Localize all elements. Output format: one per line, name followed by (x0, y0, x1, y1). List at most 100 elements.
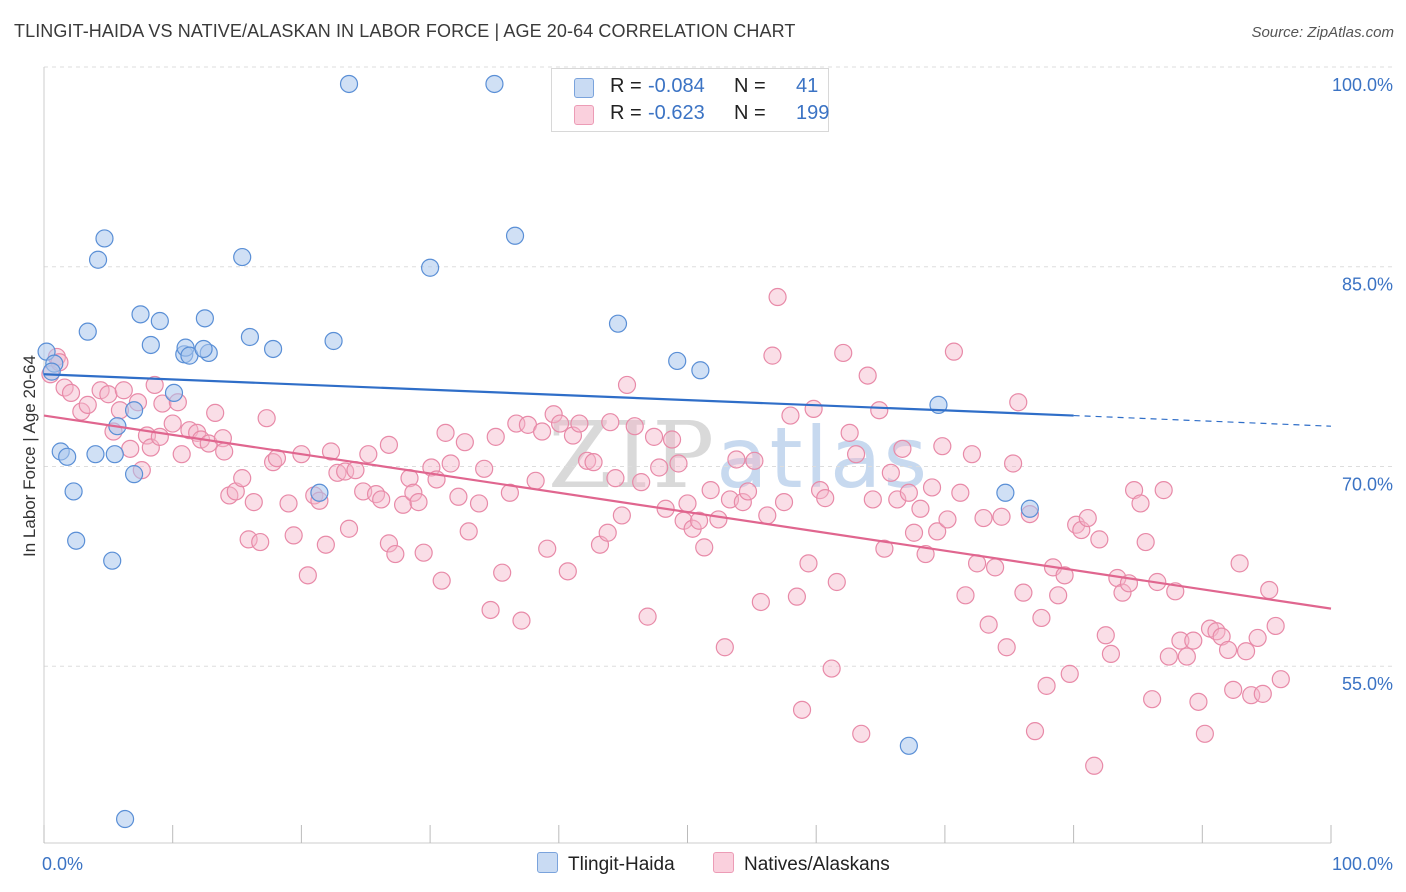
data-point-natives-alaskans (916, 544, 935, 564)
data-point-natives-alaskans (1078, 508, 1097, 528)
data-point-natives-alaskans (738, 482, 758, 501)
data-point-natives-alaskans (804, 399, 823, 418)
data-point-natives-alaskans (751, 592, 770, 612)
data-point-natives-alaskans (500, 483, 519, 502)
data-point-natives-alaskans (163, 414, 182, 433)
data-point-natives-alaskans (1025, 722, 1045, 741)
data-point-natives-alaskans (816, 489, 835, 508)
y-tick-label: 70.0% (1342, 474, 1393, 494)
data-point-natives-alaskans (321, 442, 341, 461)
data-point-tlingit-haida (339, 74, 359, 94)
data-point-natives-alaskans (251, 532, 270, 552)
data-point-natives-alaskans (956, 586, 975, 605)
data-point-natives-alaskans (1171, 631, 1190, 650)
data-point-natives-alaskans (441, 454, 460, 473)
data-point-natives-alaskans (678, 494, 697, 513)
data-point-natives-alaskans (584, 453, 603, 472)
data-point-natives-alaskans (787, 587, 806, 606)
data-point-natives-alaskans (727, 450, 746, 469)
data-point-natives-alaskans (758, 506, 777, 525)
data-point-natives-alaskans (1266, 616, 1285, 636)
data-point-natives-alaskans (911, 499, 930, 518)
data-point-natives-alaskans (715, 638, 734, 657)
data-point-natives-alaskans (172, 445, 191, 464)
data-point-natives-alaskans (379, 534, 399, 553)
data-point-natives-alaskans (538, 539, 557, 558)
data-point-natives-alaskans (598, 523, 617, 542)
data-point-tlingit-haida (164, 383, 184, 403)
data-point-natives-alaskans (239, 530, 258, 549)
data-point-natives-alaskans (512, 611, 531, 630)
data-point-natives-alaskans (1101, 644, 1121, 664)
data-point-natives-alaskans (617, 375, 637, 395)
bottom-legend-label: Tlingit-Haida (568, 854, 675, 875)
data-point-natives-alaskans (1224, 680, 1243, 699)
data-point-tlingit-haida (310, 483, 329, 502)
data-point-tlingit-haida (608, 314, 628, 333)
data-point-natives-alaskans (298, 566, 317, 585)
y-tick-label: 55.0% (1342, 674, 1393, 694)
y-tick-label: 85.0% (1342, 275, 1393, 295)
data-point-natives-alaskans (650, 458, 669, 477)
data-point-natives-alaskans (858, 366, 877, 385)
data-point-natives-alaskans (393, 495, 413, 514)
data-point-natives-alaskans (944, 342, 964, 361)
grid-lines (44, 66, 1394, 667)
data-point-natives-alaskans (1090, 530, 1109, 549)
data-point-tlingit-haida (421, 258, 440, 277)
data-point-natives-alaskans (379, 435, 399, 454)
data-point-tlingit-haida (95, 229, 114, 248)
data-point-tlingit-haida (58, 447, 77, 466)
data-point-natives-alaskans (881, 463, 900, 482)
data-point-natives-alaskans (644, 427, 664, 446)
data-point-natives-alaskans (1248, 628, 1267, 648)
data-point-tlingit-haida (78, 322, 97, 341)
data-point-tlingit-haida (505, 226, 525, 245)
legend-swatch-pink (574, 105, 594, 125)
data-point-tlingit-haida (691, 361, 710, 380)
data-point-natives-alaskans (822, 659, 841, 678)
data-point-natives-alaskans (570, 414, 589, 433)
legend-r-label: R = (610, 75, 642, 97)
data-point-natives-alaskans (1136, 532, 1155, 552)
bottom-legend-tlingit-haida: Tlingit-Haida (537, 852, 675, 876)
data-point-natives-alaskans (875, 539, 894, 558)
data-point-natives-alaskans (532, 422, 552, 441)
data-point-natives-alaskans (695, 538, 714, 557)
data-point-natives-alaskans (1113, 583, 1132, 602)
data-point-natives-alaskans (709, 510, 728, 529)
data-point-natives-alaskans (893, 439, 912, 458)
data-point-natives-alaskans (928, 522, 947, 541)
data-point-natives-alaskans (1218, 640, 1238, 660)
data-point-natives-alaskans (774, 493, 794, 512)
data-point-tlingit-haida (324, 331, 343, 351)
data-point-natives-alaskans (493, 563, 512, 582)
data-point-natives-alaskans (206, 403, 225, 422)
data-point-tlingit-haida (195, 309, 214, 328)
data-point-natives-alaskans (745, 451, 764, 470)
data-point-tlingit-haida (141, 335, 160, 355)
trend-lines (43, 373, 1332, 610)
data-point-natives-alaskans (1143, 690, 1162, 709)
data-point-natives-alaskans (1207, 622, 1226, 641)
data-point-natives-alaskans (121, 439, 140, 458)
data-point-natives-alaskans (1154, 481, 1173, 500)
data-point-natives-alaskans (632, 473, 651, 492)
data-point-natives-alaskans (1253, 684, 1272, 703)
data-point-natives-alaskans (899, 483, 918, 502)
data-point-natives-alaskans (1236, 642, 1256, 661)
data-point-natives-alaskans (1055, 566, 1074, 585)
data-point-natives-alaskans (1189, 692, 1208, 711)
data-point-natives-alaskans (979, 615, 998, 634)
data-point-natives-alaskans (1242, 686, 1261, 705)
bottom-legend-swatch-pink (713, 852, 734, 873)
data-point-tlingit-haida (64, 482, 83, 501)
data-point-tlingit-haida (150, 311, 169, 331)
data-point-natives-alaskans (550, 414, 570, 433)
data-point-natives-alaskans (459, 522, 478, 541)
data-point-natives-alaskans (233, 469, 252, 488)
data-point-natives-alaskans (366, 485, 386, 504)
legend-n-value: 199 (796, 102, 830, 124)
data-point-natives-alaskans (386, 544, 405, 564)
data-point-natives-alaskans (1014, 583, 1033, 602)
